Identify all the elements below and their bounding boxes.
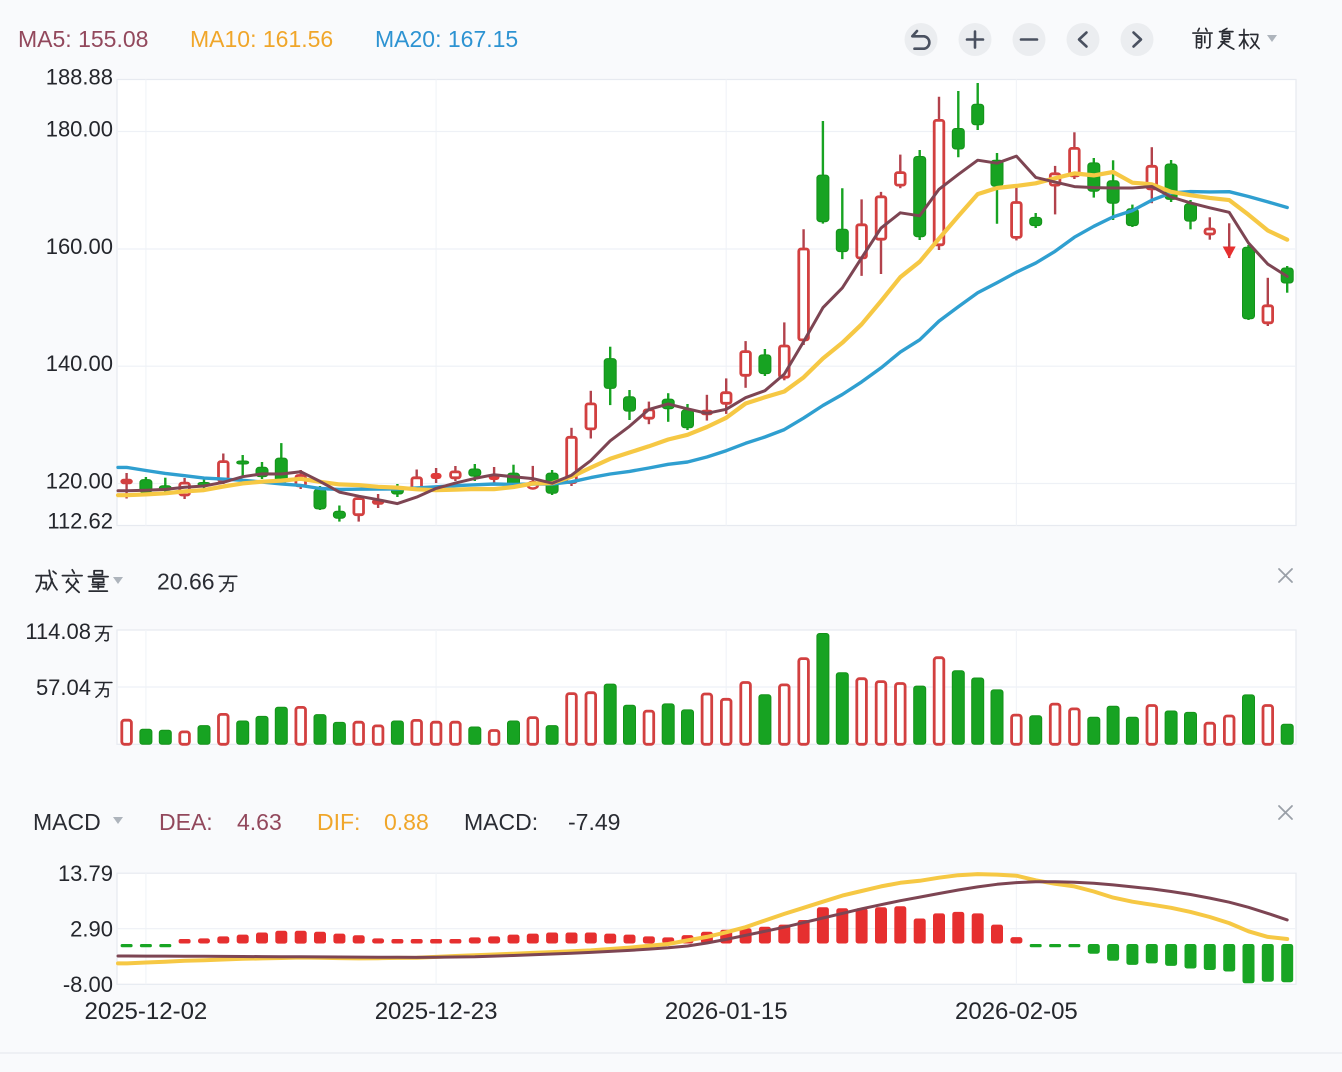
svg-text:MACD:: MACD:: [464, 809, 538, 835]
svg-text:2026-01-15: 2026-01-15: [665, 998, 788, 1025]
svg-text:2025-12-23: 2025-12-23: [375, 998, 498, 1025]
svg-text:MA10: 161.56: MA10: 161.56: [190, 26, 333, 52]
svg-text:2026-02-05: 2026-02-05: [955, 998, 1078, 1025]
svg-text:120.00: 120.00: [46, 468, 113, 493]
svg-text:188.88: 188.88: [46, 65, 113, 90]
svg-text:180.00: 180.00: [46, 116, 113, 141]
svg-text:DIF:: DIF:: [317, 809, 360, 835]
svg-text:-8.00: -8.00: [63, 972, 113, 997]
svg-text:114.08: 114.08: [25, 619, 91, 644]
svg-text:4.63: 4.63: [237, 809, 282, 835]
svg-text:140.00: 140.00: [46, 351, 113, 376]
svg-text:20.66: 20.66: [157, 569, 215, 595]
svg-text:-7.49: -7.49: [568, 809, 620, 835]
svg-text:DEA:: DEA:: [159, 809, 213, 835]
svg-text:160.00: 160.00: [46, 234, 113, 259]
svg-text:2025-12-02: 2025-12-02: [85, 998, 208, 1025]
svg-text:13.79: 13.79: [58, 861, 113, 886]
svg-text:2.90: 2.90: [70, 917, 113, 942]
svg-text:MA5: 155.08: MA5: 155.08: [18, 26, 148, 52]
svg-text:0.88: 0.88: [384, 809, 429, 835]
svg-text:MA20: 167.15: MA20: 167.15: [375, 26, 518, 52]
svg-text:57.04: 57.04: [36, 675, 91, 700]
svg-text:MACD: MACD: [33, 809, 101, 835]
svg-text:112.62: 112.62: [47, 508, 113, 533]
